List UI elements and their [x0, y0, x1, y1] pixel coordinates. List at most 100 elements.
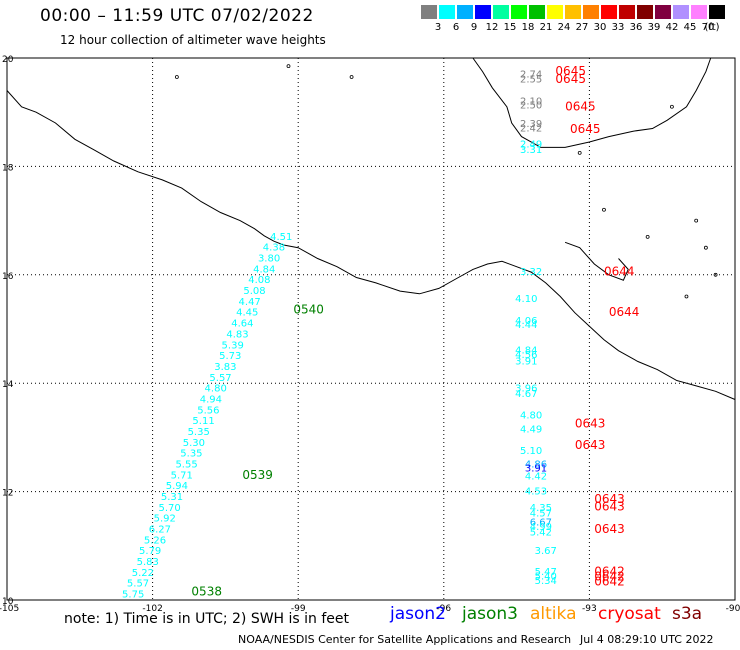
satellite-jason2: jason2	[390, 604, 446, 624]
wave-height-value: 5.56	[197, 405, 219, 416]
wave-height-value: 3.91	[525, 463, 547, 474]
pass-time-label: 0538	[191, 584, 222, 598]
wave-height-value: 5.40	[535, 572, 557, 583]
longitude-label: -102	[142, 604, 162, 614]
legend-swatch	[583, 5, 599, 19]
legend-label: 21	[539, 22, 553, 33]
pass-time-label: 0645	[565, 99, 596, 113]
wave-height-value: 2.42	[520, 123, 542, 134]
pass-time-label: 0644	[609, 305, 640, 319]
wave-height-value: 4.99	[530, 522, 552, 533]
lake-outline	[174, 75, 179, 79]
lake-outline	[286, 64, 291, 69]
legend-swatch	[565, 5, 581, 19]
pass-time-label: 0643	[594, 499, 625, 513]
legend-label: 33	[611, 22, 625, 33]
coastline	[6, 57, 736, 400]
pacific-coastline	[6, 90, 736, 400]
wave-height-value: 6.27	[149, 525, 171, 536]
wave-height-value: 4.57	[530, 508, 552, 519]
pass-time-label: 0643	[575, 416, 606, 430]
wave-height-value: 4.45	[236, 308, 258, 319]
map-border	[6, 57, 736, 601]
legend-label: 15	[503, 22, 517, 33]
satellite-altika: altika	[530, 604, 577, 624]
lake-outline	[670, 104, 674, 109]
wave-height-value: 5.22	[132, 568, 154, 579]
legend-swatch	[457, 5, 473, 19]
pass-time-label: 0540	[293, 303, 324, 317]
wave-height-value: 2.55	[520, 75, 542, 86]
wave-height-value: 5.30	[183, 438, 205, 449]
page-subtitle: 12 hour collection of altimeter wave hei…	[60, 33, 326, 47]
latitude-label: 18	[2, 163, 14, 173]
wave-height-value: 5.92	[154, 514, 176, 525]
lake-outline	[684, 294, 689, 299]
pass-time-label: 0643	[594, 522, 625, 536]
wave-height-value: 6.67	[530, 517, 552, 528]
legend-swatch	[709, 5, 725, 19]
legend-swatch	[511, 5, 527, 19]
wave-height-value: 4.64	[231, 319, 253, 330]
wave-height-value: 4.80	[205, 384, 227, 395]
latitude-label: 20	[2, 55, 14, 65]
legend-swatch	[655, 5, 671, 19]
legend-swatch	[619, 5, 635, 19]
longitude-label: -105	[0, 604, 19, 614]
wave-height-value: 5.47	[535, 567, 557, 578]
wave-height-value: 5.26	[144, 535, 166, 546]
satellite-s3a: s3a	[672, 604, 703, 624]
wave-height-value: 2.50	[520, 101, 542, 112]
wave-height-value: 5.42	[530, 527, 552, 538]
wave-height-value: 5.83	[137, 557, 159, 568]
island-outline	[564, 241, 629, 281]
longitude-label: -90	[726, 604, 740, 614]
wave-height-value: 4.35	[530, 503, 552, 514]
axis-labels: 20 18 16 14 12 10-105 -102 -99 -96 -93 -90	[0, 55, 740, 614]
wave-height-value: 3.96	[515, 384, 537, 395]
legend-label: (ft)	[704, 22, 720, 33]
wave-height-value: 4.83	[226, 329, 248, 340]
legend-label: 3	[434, 22, 442, 33]
map-frame	[6, 57, 736, 601]
footer-note: note: 1) Time is in UTC; 2) SWH is in fe…	[64, 611, 350, 627]
longitude-label: -99	[291, 604, 306, 614]
pass-time-label: 0642	[594, 575, 625, 589]
wave-height-value: 5.08	[243, 286, 265, 297]
lake-outline	[349, 75, 354, 79]
wave-height-value: 5.57	[209, 373, 231, 384]
longitude-label: -96	[436, 604, 451, 614]
legend-label: 36	[629, 22, 643, 33]
wave-height-value: 5.31	[161, 492, 183, 503]
wave-height-value: 4.42	[525, 471, 547, 482]
pass-time-label: 0643	[575, 438, 606, 452]
credit-text: NOAA/NESDIS Center for Satellite Applica…	[238, 633, 572, 646]
legend-label: 42	[665, 22, 679, 33]
wave-height-value: 5.94	[166, 481, 188, 492]
wave-height-value: 4.10	[515, 294, 537, 305]
gulf-coastline	[472, 57, 712, 148]
pass-time-label: 0539	[242, 468, 273, 482]
wave-height-labels: 4.514.383.804.844.085.084.474.454.644.83…	[122, 64, 639, 601]
legend-swatch	[439, 5, 455, 19]
wave-height-value: 5.39	[222, 340, 244, 351]
wave-height-value: 4.47	[239, 297, 261, 308]
legend-swatch	[691, 5, 707, 19]
pass-time-label: 0645	[570, 122, 601, 136]
wave-height-value: 3.80	[258, 254, 280, 265]
generated-timestamp: Jul 4 08:29:10 UTC 2022	[580, 633, 714, 646]
wave-height-value: 5.35	[188, 427, 210, 438]
legend-swatch	[475, 5, 491, 19]
wave-height-value: 4.84	[515, 346, 537, 357]
wave-height-value: 4.44	[515, 320, 537, 331]
wave-height-value: 4.56	[515, 350, 537, 361]
legend-label: 18	[521, 22, 535, 33]
wave-height-value: 4.84	[253, 264, 275, 275]
longitude-label: -93	[582, 604, 597, 614]
latitude-label: 14	[2, 380, 14, 390]
legend-label: 30	[593, 22, 607, 33]
page-title: 00:00 – 11:59 UTC 07/02/2022	[40, 6, 314, 26]
lake-outline	[645, 234, 650, 239]
latitude-label: 16	[2, 272, 14, 282]
wave-height-value: 2.39	[520, 119, 542, 130]
